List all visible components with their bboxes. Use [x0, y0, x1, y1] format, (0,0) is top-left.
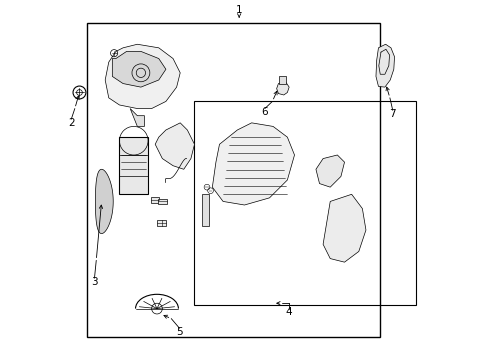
Polygon shape — [276, 82, 288, 95]
Bar — [119, 137, 148, 194]
Polygon shape — [155, 123, 194, 169]
Polygon shape — [315, 155, 344, 187]
Text: 1: 1 — [235, 5, 242, 15]
Bar — [279, 76, 285, 84]
Polygon shape — [95, 169, 113, 234]
Bar — [157, 220, 165, 226]
Bar — [151, 197, 159, 203]
Polygon shape — [112, 51, 165, 87]
Bar — [194, 102, 415, 305]
Bar — [158, 199, 166, 204]
Text: 7: 7 — [388, 109, 395, 119]
Text: 3: 3 — [91, 277, 98, 287]
Text: 6: 6 — [261, 107, 267, 117]
Polygon shape — [130, 109, 144, 126]
Bar — [87, 23, 380, 337]
Polygon shape — [212, 123, 294, 205]
Polygon shape — [201, 194, 208, 226]
Text: 2: 2 — [68, 118, 74, 128]
Text: 4: 4 — [285, 307, 292, 317]
Polygon shape — [105, 44, 180, 109]
Text: 5: 5 — [176, 327, 183, 337]
Polygon shape — [323, 194, 365, 262]
Polygon shape — [375, 44, 394, 87]
